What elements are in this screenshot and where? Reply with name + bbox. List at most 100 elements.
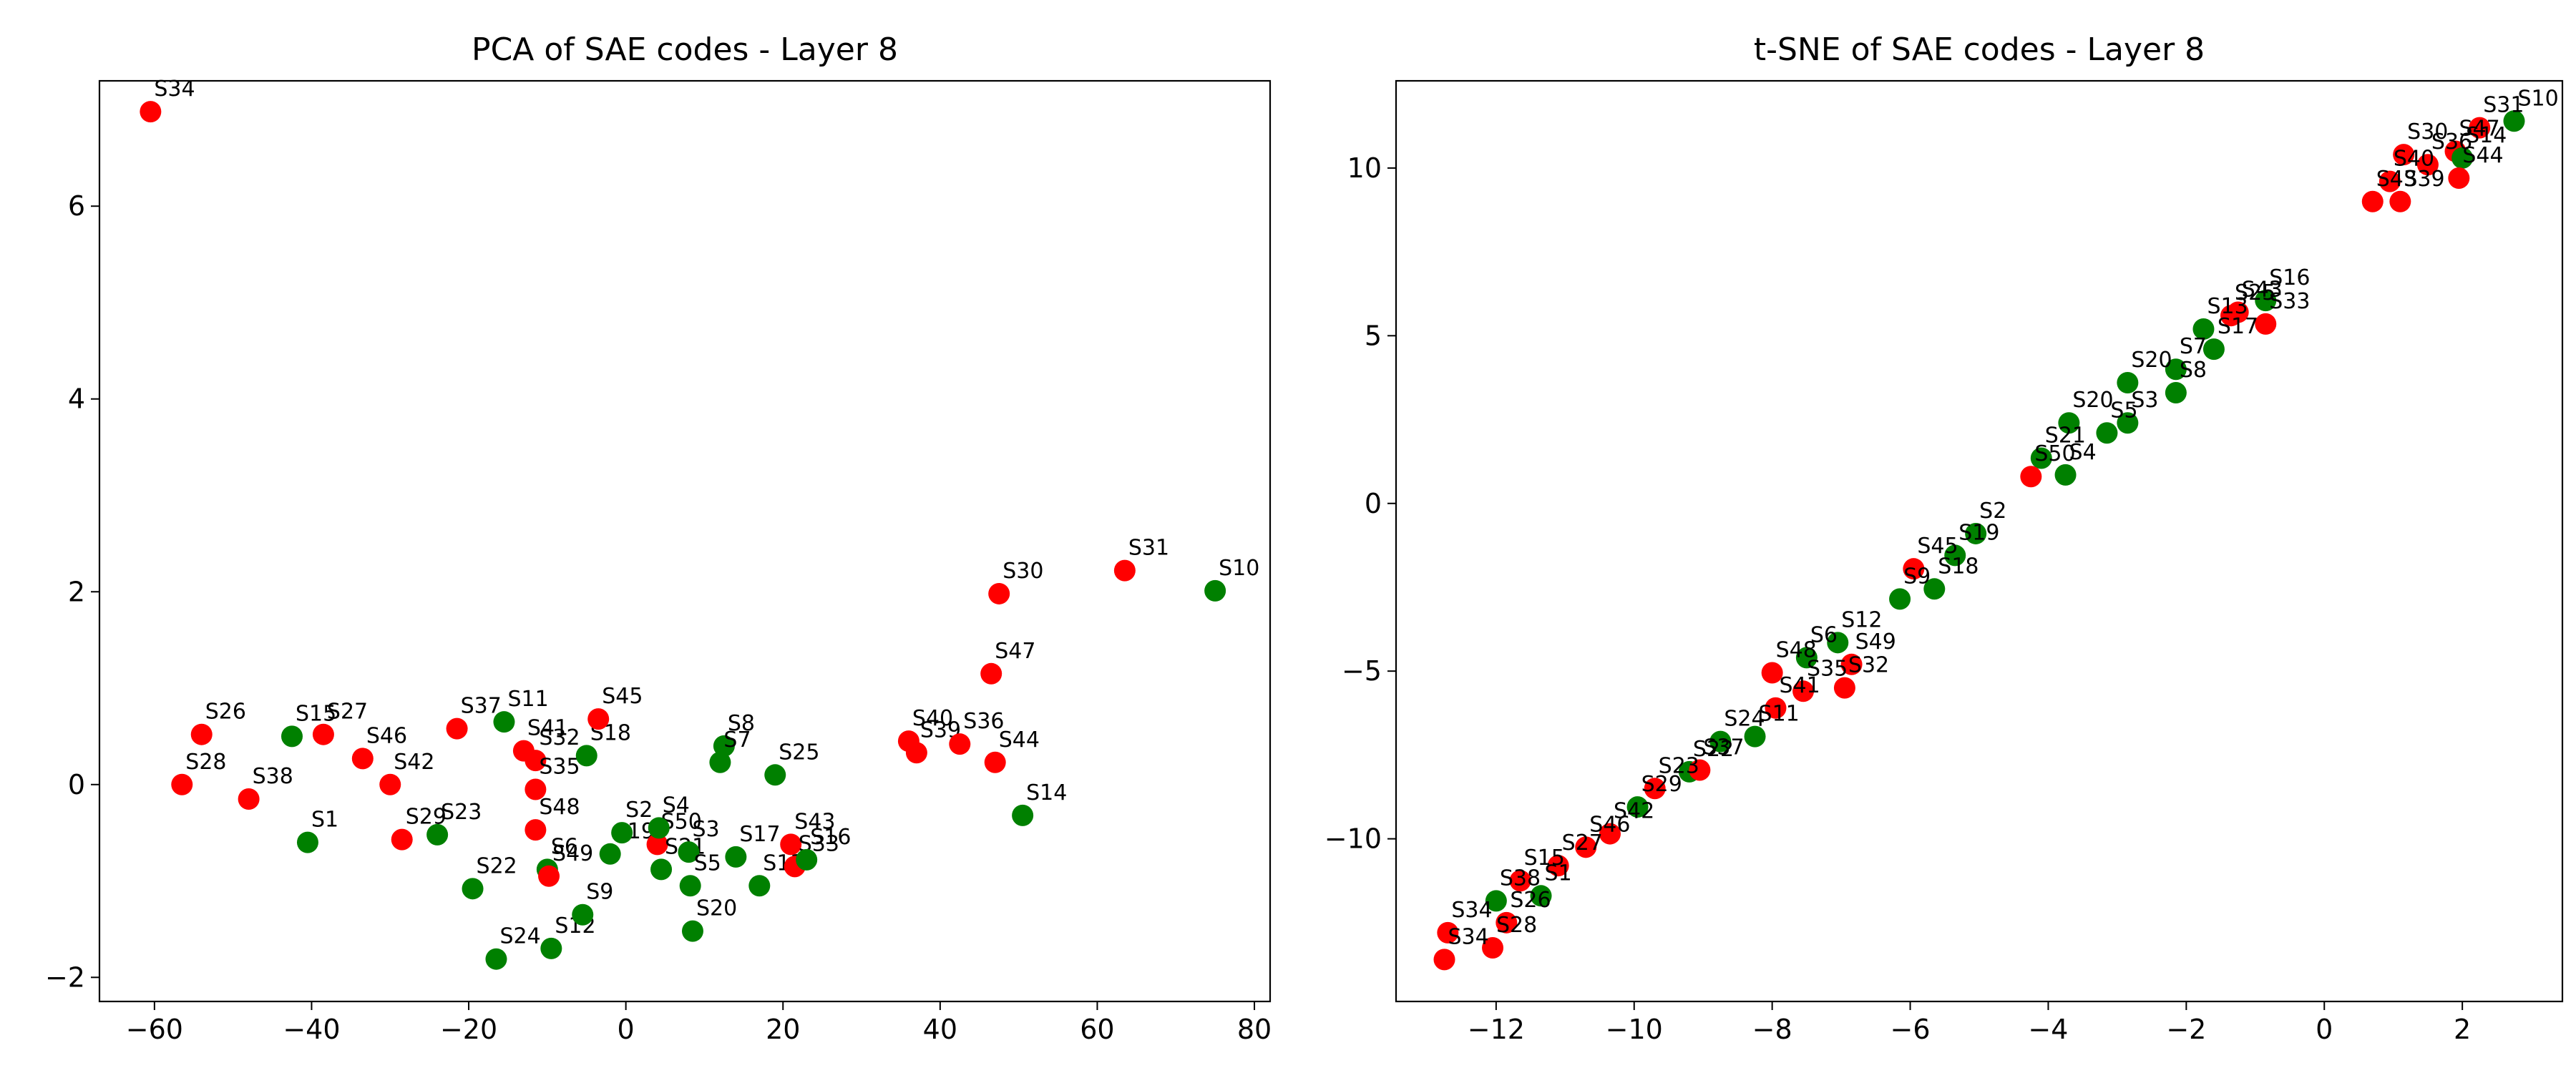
pca-point xyxy=(446,717,468,740)
tsne-point xyxy=(1482,936,1504,959)
tsne-point-label: S31 xyxy=(2483,93,2524,118)
pca-point xyxy=(296,831,318,853)
pca-point-label: S3 xyxy=(692,817,719,842)
tsne-point xyxy=(2416,154,2439,176)
pca-point xyxy=(485,948,507,970)
tsne-point-label: S3 xyxy=(2131,388,2158,413)
tsne-point xyxy=(1903,558,1925,580)
tsne-x-tick-label: −6 xyxy=(1890,1014,1931,1045)
tsne-point xyxy=(1709,730,1732,753)
pca-point-label: S17 xyxy=(739,822,780,847)
tsne-point-label: S17 xyxy=(2218,314,2258,339)
tsne-point xyxy=(2117,371,2139,393)
tsne-point xyxy=(1437,921,1459,944)
pca-y-axis: −2 0 2 4 6 xyxy=(45,190,99,993)
pca-x-tick-label: −60 xyxy=(126,1014,183,1045)
tsne-point xyxy=(2030,447,2052,469)
tsne-point xyxy=(1644,778,1666,800)
pca-point-label: S31 xyxy=(1128,536,1169,561)
pca-x-tick-label: −40 xyxy=(283,1014,340,1045)
tsne-point-label: S1 xyxy=(1545,861,1572,886)
pca-point xyxy=(713,735,735,757)
tsne-x-tick-label: −4 xyxy=(2028,1014,2068,1045)
tsne-point-label: S32 xyxy=(1848,653,1889,678)
tsne-point-label: S9 xyxy=(1903,564,1931,589)
pca-point-label: S23 xyxy=(441,800,482,825)
tsne-point-label: S34 xyxy=(1448,924,1489,949)
tsne-point-label: S18 xyxy=(1938,554,1979,579)
pca-point-label: S45 xyxy=(602,684,643,709)
tsne-y-tick-label: 5 xyxy=(1365,320,1382,351)
pca-point xyxy=(646,833,668,856)
tsne-point xyxy=(1827,632,1849,654)
tsne-point xyxy=(2389,190,2411,212)
pca-point-label: S24 xyxy=(499,924,540,949)
pca-point xyxy=(426,823,449,846)
pca-point xyxy=(1204,579,1226,602)
tsne-point xyxy=(2058,412,2080,434)
tsne-point xyxy=(2469,117,2491,139)
pca-point xyxy=(681,920,703,942)
tsne-point-label: S19 xyxy=(1958,520,1999,545)
tsne-point xyxy=(2165,382,2187,404)
tsne-x-tick-label: −10 xyxy=(1606,1014,1663,1045)
pca-point-label: S4 xyxy=(663,793,690,818)
pca-point xyxy=(984,751,1006,773)
pca-point-label: S43 xyxy=(794,809,835,834)
tsne-point-label: S16 xyxy=(2269,265,2310,290)
pca-point xyxy=(462,878,484,900)
pca-point-label: S32 xyxy=(539,725,580,750)
tsne-point-label: S28 xyxy=(1496,913,1537,938)
pca-point-label: S47 xyxy=(995,639,1035,664)
tsne-point-label: S33 xyxy=(2269,289,2310,314)
pca-x-tick-label: −20 xyxy=(440,1014,497,1045)
tsne-point xyxy=(1547,855,1569,877)
pca-point-label: S37 xyxy=(461,694,502,719)
pca-x-tick-label: 60 xyxy=(1080,1014,1114,1045)
tsne-point-label: S11 xyxy=(1759,702,1800,727)
tsne-point-label: S24 xyxy=(1724,707,1765,732)
pca-point xyxy=(599,843,621,865)
pca-point xyxy=(648,817,670,839)
tsne-point-label: S34 xyxy=(1451,898,1492,923)
tsne-point-label: S25 xyxy=(2235,280,2275,305)
tsne-point-label: S8 xyxy=(2180,358,2207,383)
pca-point xyxy=(650,858,673,881)
pca-point-label: S2 xyxy=(625,798,653,823)
pca-point-label: S11 xyxy=(507,687,548,712)
pca-point xyxy=(980,662,1002,685)
pca-point-label: S5 xyxy=(694,851,721,876)
pca-point xyxy=(587,708,610,730)
tsne-point xyxy=(1944,544,1966,567)
pca-point-label: S41 xyxy=(527,716,568,741)
pca-y-tick-label: −2 xyxy=(45,961,85,993)
pca-point-label: S6 xyxy=(551,834,578,859)
pca-point xyxy=(525,750,547,772)
pca-point-label: S38 xyxy=(253,764,293,789)
pca-title: PCA of SAE codes - Layer 8 xyxy=(472,31,898,68)
tsne-point-label: S29 xyxy=(1641,772,1682,797)
pca-point-label: S26 xyxy=(205,700,246,725)
pca-point-label: S35 xyxy=(539,755,580,780)
pca-point-label: S48 xyxy=(539,795,580,820)
pca-point xyxy=(764,764,786,786)
tsne-title: t-SNE of SAE codes - Layer 8 xyxy=(1754,31,2205,68)
pca-y-tick-label: 4 xyxy=(68,383,85,415)
tsne-point-label: S48 xyxy=(1776,638,1817,663)
tsne-y-tick-label: 10 xyxy=(1347,152,1382,184)
pca-point-label: S16 xyxy=(810,825,851,850)
tsne-point xyxy=(1833,677,1855,699)
pca-point xyxy=(190,723,213,745)
tsne-point xyxy=(2379,170,2401,192)
tsne-point xyxy=(1761,662,1783,684)
pca-point-label: S7 xyxy=(723,727,751,753)
pca-point-label: S8 xyxy=(728,711,755,736)
pca-point xyxy=(988,582,1010,604)
tsne-point-label: S21 xyxy=(2045,423,2086,448)
pca-point-label: S44 xyxy=(999,727,1040,753)
pca-point xyxy=(493,711,515,733)
tsne-point xyxy=(2202,338,2225,361)
tsne-point xyxy=(1795,647,1818,669)
pca-point-label: S46 xyxy=(366,723,407,748)
